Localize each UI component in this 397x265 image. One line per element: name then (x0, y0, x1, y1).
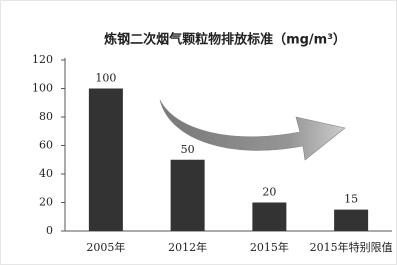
bar (89, 89, 123, 232)
data-label: 20 (262, 186, 276, 199)
x-tick-label: 2015年特别限值 (310, 240, 393, 254)
chart: 炼钢二次烟气颗粒物排放标准（mg/m³） 0 20 40 60 80 100 120 2005… (0, 0, 397, 265)
bar (171, 160, 205, 231)
y-tick-label: 20 (39, 196, 53, 209)
x-tick-label: 2012年 (168, 240, 207, 254)
data-label: 15 (344, 193, 358, 206)
chart-title: 炼钢二次烟气颗粒物排放标准（mg/m³） (104, 32, 346, 48)
bar (252, 203, 286, 232)
y-tick-label: 60 (39, 139, 53, 152)
y-tick-label: 120 (32, 53, 53, 66)
data-label: 100 (95, 72, 116, 85)
x-tick-label: 2015年 (250, 240, 289, 254)
data-label: 50 (181, 143, 195, 156)
y-tick-label: 40 (39, 167, 53, 180)
y-tick-label: 100 (32, 82, 53, 95)
y-tick-label: 0 (46, 224, 53, 237)
x-tick-label: 2005年 (86, 240, 125, 254)
y-tick-label: 80 (39, 110, 53, 123)
bar (334, 210, 368, 231)
